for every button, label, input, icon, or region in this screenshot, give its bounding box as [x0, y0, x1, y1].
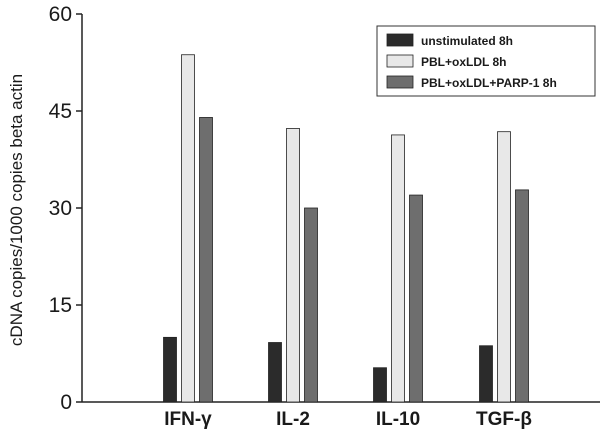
bar-3-2	[304, 207, 318, 403]
legend-swatch	[386, 75, 414, 89]
bar-1-4	[479, 345, 493, 403]
x-tick-group: IFN-γ IL-2 IL-10 TGF-β	[164, 409, 532, 430]
bar-1-1	[163, 336, 177, 403]
legend-swatch	[386, 33, 414, 47]
bar-3-3	[409, 194, 423, 403]
legend: unstimulated 8h PBL+oxLDL 8h PBL+oxLDL+PAR…	[376, 25, 596, 97]
legend-label: unstimulated 8h	[421, 34, 513, 48]
y-tick-group: 0 15 30 45 60	[49, 3, 82, 414]
bar-2-4	[497, 131, 511, 403]
bar-1-2	[268, 342, 282, 403]
legend-label: PBL+oxLDL+PARP-1 8h	[421, 76, 557, 90]
bar-group	[163, 54, 529, 403]
y-tick-label: 60	[49, 3, 72, 26]
y-tick-label: 0	[60, 391, 72, 414]
bar-2-2	[286, 128, 300, 403]
y-tick-label: 30	[49, 197, 72, 220]
x-tick-label: TGF-β	[476, 409, 532, 430]
x-tick-label: IL-2	[276, 409, 310, 430]
bar-1-3	[373, 367, 387, 403]
y-axis-label: cDNA copies/1000 copies beta actin	[7, 74, 26, 346]
legend-label: PBL+oxLDL 8h	[421, 55, 506, 69]
bar-3-4	[515, 189, 529, 403]
legend-swatch	[386, 54, 414, 68]
y-tick-label: 15	[49, 294, 72, 317]
bar-2-1	[181, 54, 195, 403]
x-tick-label: IL-10	[376, 409, 420, 430]
y-tick-label: 45	[49, 100, 72, 123]
bar-3-1	[199, 117, 213, 403]
bar-2-3	[391, 134, 405, 403]
x-tick-label: IFN-γ	[164, 409, 212, 430]
